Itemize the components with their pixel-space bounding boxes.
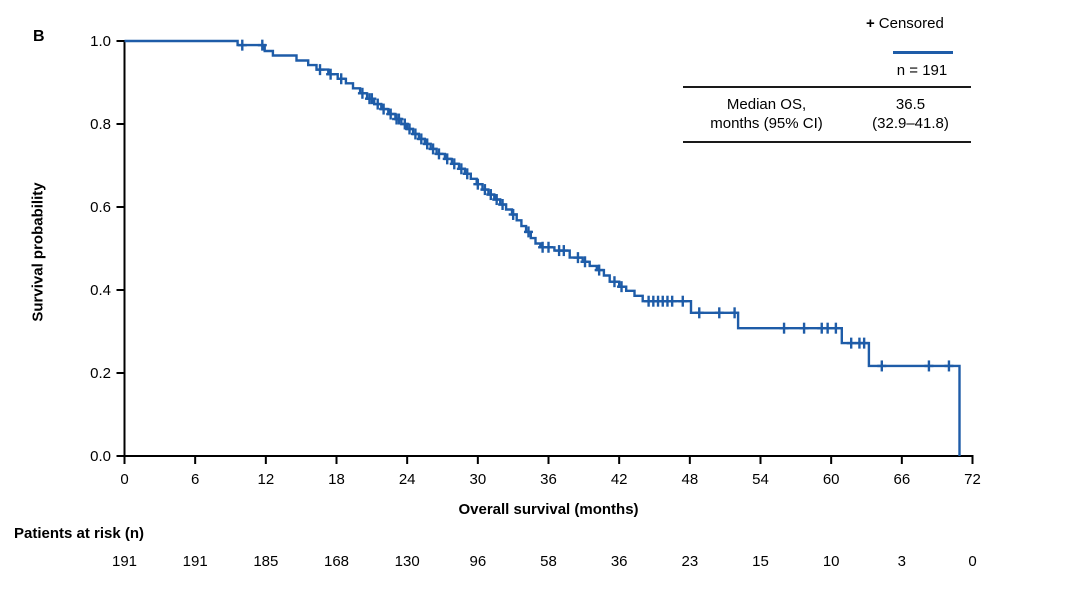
risk-value: 3	[898, 553, 906, 570]
median-os-header: Median OS, months (95% CI)	[683, 95, 850, 133]
median-os-value: 36.5 (32.9–41.8)	[850, 95, 971, 133]
y-tick-label: 0.8	[90, 116, 111, 133]
x-tick-label: 30	[469, 471, 486, 488]
x-tick-label: 18	[328, 471, 345, 488]
median-os-value-line2: (32.9–41.8)	[872, 115, 949, 132]
panel-label: B	[33, 28, 45, 45]
x-tick-label: 0	[120, 471, 128, 488]
median-os-header-line1: Median OS,	[726, 96, 807, 113]
censored-plus-icon: +	[866, 15, 875, 32]
risk-value: 0	[968, 553, 976, 570]
median-os-value-line1: 36.5	[895, 96, 926, 113]
y-tick-label: 0.4	[90, 282, 111, 299]
x-tick-label: 36	[540, 471, 557, 488]
risk-value: 191	[183, 553, 208, 570]
y-tick-label: 1.0	[90, 33, 111, 50]
risk-value: 96	[469, 553, 486, 570]
x-tick-label: 42	[611, 471, 628, 488]
risk-values: 191 191 185 168 130 96 58 36 23 15 10 3 0	[112, 553, 977, 570]
median-os-header-line2: months (95% CI)	[710, 115, 823, 132]
axes	[116, 40, 974, 464]
median-os-table: Median OS, months (95% CI) 36.5 (32.9–41…	[683, 86, 971, 143]
x-tick-label: 48	[681, 471, 698, 488]
risk-value: 15	[752, 553, 769, 570]
x-tick-label: 24	[399, 471, 416, 488]
legend-censored: + Censored	[866, 15, 944, 32]
x-tick-label: 72	[964, 471, 981, 488]
risk-value: 36	[611, 553, 628, 570]
x-axis-title: Overall survival (months)	[458, 501, 639, 518]
risk-value: 58	[540, 553, 557, 570]
series-n-label: n = 191	[896, 62, 948, 79]
risk-value: 191	[112, 553, 137, 570]
x-tick-label: 66	[893, 471, 910, 488]
x-tick-label: 60	[823, 471, 840, 488]
risk-value: 23	[681, 553, 698, 570]
x-tick-label: 12	[257, 471, 274, 488]
risk-value: 10	[823, 553, 840, 570]
risk-value: 185	[253, 553, 278, 570]
censored-label: Censored	[878, 15, 944, 32]
risk-value: 130	[395, 553, 420, 570]
patients-at-risk-label: Patients at risk (n)	[14, 525, 145, 542]
y-tick-label: 0.2	[90, 365, 111, 382]
y-tick-label: 0.0	[90, 448, 111, 465]
x-tick-label: 54	[752, 471, 769, 488]
y-tick-label: 0.6	[90, 199, 111, 216]
series-line-swatch	[893, 51, 953, 54]
tick-labels: 0.0 0.2 0.4 0.6 0.8 1.0 0 6 12 18 24 30 36 42 48 54 60 66…	[90, 33, 981, 488]
y-axis-title: Survival probability	[29, 182, 47, 322]
x-tick-label: 6	[191, 471, 199, 488]
risk-value: 168	[324, 553, 349, 570]
censor-marks	[237, 39, 954, 372]
